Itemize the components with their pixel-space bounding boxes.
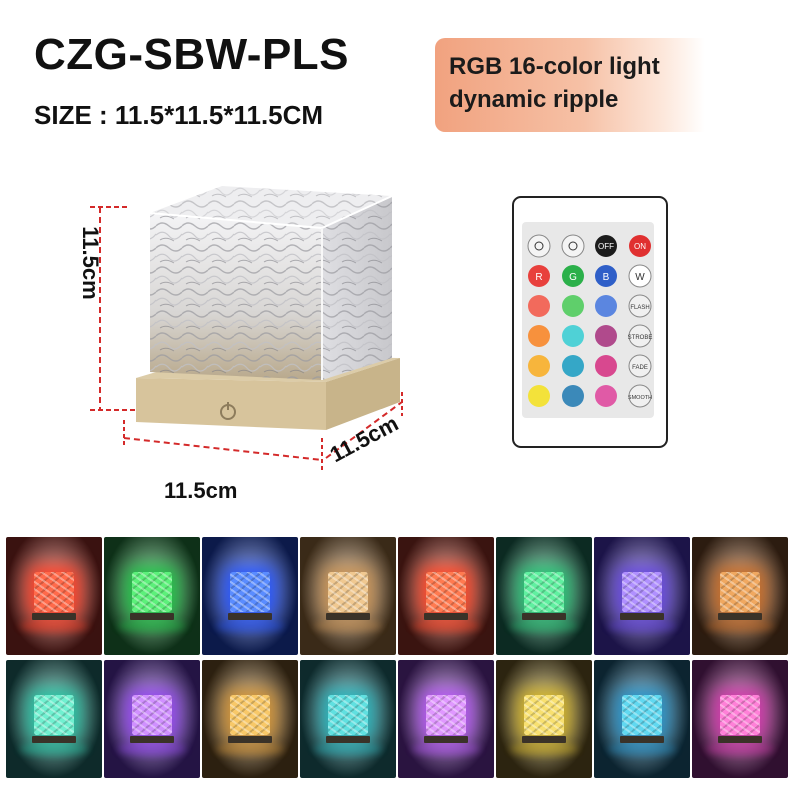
flash-button[interactable]: FLASH (630, 305, 649, 311)
off-button[interactable]: OFF (598, 242, 614, 251)
color-swatch-grid (6, 537, 796, 783)
color-swatch (496, 660, 592, 778)
color-swatch (202, 537, 298, 655)
color-swatch (104, 537, 200, 655)
feature-badge-line-1: RGB 16-color light (449, 53, 660, 80)
g-button-label: G (569, 272, 577, 283)
color-swatch (594, 660, 690, 778)
color-swatch (398, 537, 494, 655)
width-label: 11.5cm (164, 478, 238, 503)
product-illustration: 11.5cm 11.5cm 11.5cm (78, 186, 403, 503)
lamp-drawing (90, 186, 403, 470)
color-button[interactable] (562, 355, 584, 377)
color-button[interactable] (595, 295, 617, 317)
color-button[interactable] (528, 295, 550, 317)
color-button[interactable] (562, 385, 584, 407)
color-button[interactable] (528, 325, 550, 347)
color-swatch (692, 537, 788, 655)
height-label: 11.5cm (78, 226, 103, 300)
remote-drawing: OFF ON R G B W FLASH STROBE FADE SMOOTH (512, 196, 668, 448)
r-button-circle[interactable] (528, 265, 550, 287)
b-button-circle[interactable] (595, 265, 617, 287)
color-button[interactable] (595, 355, 617, 377)
remote-mode-buttons (628, 294, 652, 408)
color-swatch (202, 660, 298, 778)
color-swatch (6, 537, 102, 655)
w-button-label: W (635, 272, 645, 283)
strobe-button[interactable]: STROBE (628, 335, 653, 341)
model-title: CZG-SBW-PLS (34, 30, 350, 79)
color-button[interactable] (528, 355, 550, 377)
color-swatch (300, 660, 396, 778)
color-button[interactable] (562, 295, 584, 317)
color-button[interactable] (595, 325, 617, 347)
remote-control: OFF ON R G B W FLASH STROBE FADE SMOOTH (512, 196, 668, 448)
r-button-label: R (535, 272, 542, 283)
color-swatch (692, 660, 788, 778)
fade-button[interactable]: FADE (632, 365, 648, 371)
on-button[interactable]: ON (634, 242, 646, 251)
glass-cube (149, 186, 393, 380)
feature-badge-line-2: dynamic ripple (449, 86, 619, 113)
color-swatch (6, 660, 102, 778)
color-swatch (104, 660, 200, 778)
dimension-lines (90, 206, 403, 470)
color-button[interactable] (562, 325, 584, 347)
swatch-row-2 (6, 660, 796, 778)
color-button[interactable] (528, 385, 550, 407)
smooth-button[interactable]: SMOOTH (628, 395, 652, 401)
size-label: SIZE : 11.5*11.5*11.5CM (34, 100, 324, 130)
remote-color-buttons (528, 295, 617, 407)
color-swatch (594, 537, 690, 655)
feature-badge: RGB 16-color light dynamic ripple (435, 38, 705, 132)
color-swatch (300, 537, 396, 655)
remote-row-rgbw (528, 264, 652, 288)
b-button-label: B (603, 272, 610, 283)
w-button-circle[interactable] (628, 264, 652, 288)
color-swatch (398, 660, 494, 778)
color-button[interactable] (595, 385, 617, 407)
g-button-circle[interactable] (562, 265, 584, 287)
color-swatch (496, 537, 592, 655)
swatch-row-1 (6, 537, 796, 655)
remote-row-power (527, 234, 651, 258)
